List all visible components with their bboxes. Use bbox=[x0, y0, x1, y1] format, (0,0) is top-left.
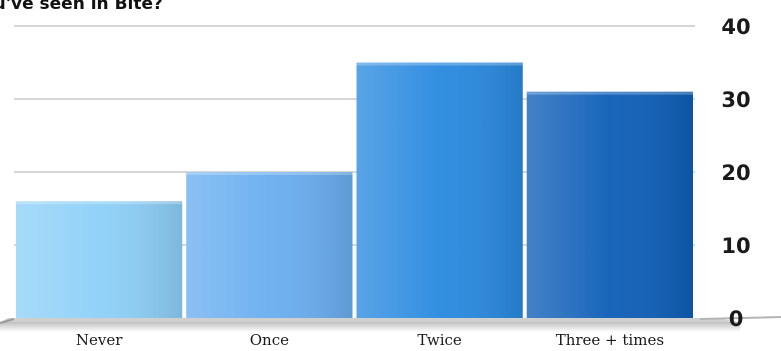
y-tick-label: 10 bbox=[721, 234, 750, 258]
floor-shadow bbox=[0, 322, 740, 332]
x-category-label: Twice bbox=[417, 331, 462, 349]
bars bbox=[16, 62, 693, 318]
bar-shading bbox=[356, 62, 523, 318]
chart-floor bbox=[0, 316, 781, 332]
y-axis-labels: 0 10 20 30 40 bbox=[721, 15, 750, 331]
y-tick-label: 30 bbox=[721, 88, 750, 112]
y-tick-label: 40 bbox=[721, 15, 750, 39]
bar-shading bbox=[526, 91, 693, 318]
x-category-label: Three + times bbox=[556, 331, 664, 349]
bar-top-highlight bbox=[526, 91, 693, 95]
x-category-label: Never bbox=[76, 331, 123, 349]
floor-edge bbox=[0, 318, 740, 322]
chart-title: ou've seen in Bite? bbox=[0, 0, 163, 14]
bar-top-highlight bbox=[356, 62, 523, 66]
bar-shading bbox=[16, 201, 183, 318]
bar-top-highlight bbox=[16, 201, 183, 205]
floor-right-edge bbox=[699, 316, 781, 320]
floor-left-edge bbox=[0, 318, 15, 324]
y-tick-label: 0 bbox=[729, 307, 744, 331]
x-axis-labels: Never Once Twice Three + times bbox=[76, 331, 664, 349]
bar-shading bbox=[186, 172, 353, 318]
y-tick-label: 20 bbox=[721, 161, 750, 185]
x-category-label: Once bbox=[250, 331, 289, 349]
bar-top-highlight bbox=[186, 172, 353, 175]
